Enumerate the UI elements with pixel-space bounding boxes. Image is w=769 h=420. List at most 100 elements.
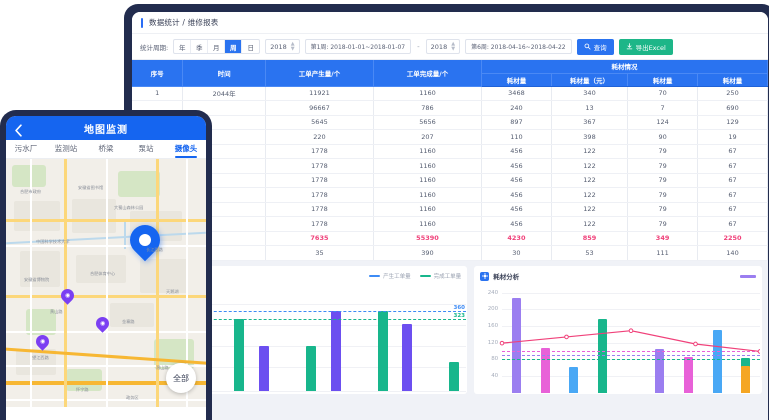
col-consumable-2[interactable]: 耗材量（元）	[551, 73, 629, 87]
end-week-range[interactable]: 第6周: 2018-04-16~2018-04-22	[465, 39, 572, 54]
table-cell-c2: 5645	[265, 115, 374, 130]
search-button[interactable]: 查询	[576, 38, 614, 55]
table-cell-c2: 1778	[265, 144, 374, 159]
tab-monitor-station[interactable]: 监测站	[54, 144, 78, 153]
map-canvas[interactable]: ◉ ◉ ◉ 全部 合肥市政府 安徽省图书馆 中国科学技术大学 大蜀山森林公园 安徽省博物…	[6, 159, 206, 407]
bar-consumable[interactable]	[569, 366, 579, 393]
period-label: 统计周期:	[140, 43, 169, 52]
table-cell-c7: 67	[697, 158, 768, 174]
gridline	[144, 324, 466, 326]
bar-consumable[interactable]	[684, 357, 694, 393]
period-option-day[interactable]: 日	[247, 43, 254, 52]
bar-consumable[interactable]	[512, 297, 522, 393]
search-button-label: 查询	[593, 43, 607, 52]
show-all-button[interactable]: 全部	[166, 363, 196, 393]
consumable-chart-title: 耗材分析	[493, 273, 520, 281]
stepper-arrows-icon-end[interactable]: ▲ ▼	[451, 40, 456, 52]
table-row[interactable]: 1778 1160 456 122 79 67	[132, 173, 768, 188]
bar-完成工单量[interactable]	[234, 319, 245, 391]
breadcrumb-accent-bar	[141, 17, 143, 28]
period-segmented-control[interactable]: 年 季 月 周 日	[173, 39, 261, 54]
start-year-stepper[interactable]: 2018 ▲ ▼	[265, 39, 300, 54]
stepper-arrows-icon[interactable]: ▲ ▼	[290, 40, 295, 52]
chart-tile-icon	[480, 271, 490, 281]
period-option-year[interactable]: 年	[174, 40, 192, 53]
col-created[interactable]: 工单产生量/个	[265, 60, 374, 87]
start-week-value: 第1周: 2018-01-01~2018-01-07	[310, 44, 406, 51]
map-marker-camera[interactable]: ◉	[93, 314, 112, 333]
bar-产生工单量[interactable]	[259, 346, 270, 391]
work-order-chart-legend: 产生工单量 完成工单量	[369, 272, 461, 280]
map-label: 政务区	[126, 395, 139, 400]
map-road	[30, 159, 32, 407]
legend-consumable[interactable]	[740, 274, 756, 278]
table-row[interactable]: 1778 1160 456 122 79 67	[132, 216, 768, 232]
table-cell-c7: 250	[697, 86, 768, 101]
col-completed[interactable]: 工单完成量/个	[373, 60, 483, 87]
map-river	[124, 219, 126, 249]
table-row[interactable]: 1778 1160 456 122 79 67	[132, 187, 768, 203]
export-excel-button[interactable]: 导出Excel	[618, 38, 673, 55]
map-park	[118, 171, 160, 197]
table-row[interactable]: 1778 1160 456 122 79 67	[132, 144, 768, 159]
mobile-header: 地图监测	[6, 116, 206, 140]
tab-bridge[interactable]: 桥梁	[98, 144, 114, 153]
map-park	[66, 369, 102, 391]
back-chevron-icon[interactable]	[14, 122, 23, 141]
bar-完成工单量[interactable]	[306, 346, 316, 391]
tab-sewage-plant[interactable]: 污水厂	[14, 144, 38, 153]
y-axis-tick: 160	[487, 323, 499, 330]
table-cell-c5: 122	[551, 187, 629, 203]
col-consumable-4[interactable]: 耗材量	[697, 73, 768, 87]
table-body: 1 2044年 11921 1160 3468 340 70 250 96667 786 240 13…	[132, 86, 768, 261]
tab-camera[interactable]: 摄像头	[166, 140, 206, 158]
legend-created-swatch	[369, 274, 381, 278]
table-average-row-value-3: 53	[551, 245, 629, 261]
bar-完成工单量[interactable]	[449, 361, 460, 391]
start-week-range[interactable]: 第1周: 2018-01-01~2018-01-07	[304, 39, 412, 54]
table-row[interactable]: 1778 1160 456 122 79 67	[132, 158, 768, 174]
table-cell-c6: 79	[627, 144, 699, 159]
bar-consumable[interactable]	[655, 348, 665, 393]
table-cell-c5: 340	[551, 86, 629, 101]
gridline	[502, 342, 761, 344]
bar-consumable[interactable]	[540, 347, 550, 393]
table-cell-c5: 122	[551, 158, 629, 174]
map-block	[14, 201, 60, 231]
map-marker-camera[interactable]: ◉	[33, 332, 52, 351]
table-row[interactable]: 96667 786 240 13 7 690	[132, 100, 768, 116]
bar-完成工单量[interactable]	[377, 311, 388, 391]
bar-consumable[interactable]	[712, 330, 722, 393]
end-year-stepper[interactable]: 2018 ▲ ▼	[425, 39, 461, 54]
bar-产生工单量[interactable]	[402, 324, 413, 391]
col-index[interactable]: 序号	[132, 60, 184, 87]
period-option-quarter[interactable]: 季	[191, 40, 209, 53]
table-cell-c7: 67	[697, 187, 768, 203]
y-axis-tick: 240	[487, 289, 499, 296]
table-cell-c4: 456	[481, 158, 552, 174]
table-summary-row-value-2: 4230	[481, 231, 552, 246]
table-head: 序号 时间 工单产生量/个 工单完成量/个 耗材情况 耗材量 耗材量（元） 耗材…	[132, 60, 768, 87]
legend-completed[interactable]: 完成工单量	[419, 272, 461, 280]
y-axis-tick: 200	[487, 306, 499, 313]
col-consumable-1[interactable]: 耗材量	[481, 73, 552, 87]
bar-产生工单量[interactable]	[330, 311, 341, 391]
period-option-week[interactable]: 周	[225, 40, 243, 53]
tab-pump-station[interactable]: 泵站	[138, 144, 154, 153]
show-all-label: 全部	[173, 373, 189, 383]
bar-consumable[interactable]	[741, 366, 751, 393]
table-cell-c6: 70	[627, 86, 699, 101]
col-consumable-3[interactable]: 耗材量	[627, 73, 699, 87]
table-row[interactable]: 1778 1160 456 122 79 67	[132, 202, 768, 217]
table-summary-row-value-4: 349	[627, 231, 699, 246]
legend-created[interactable]: 产生工单量	[369, 272, 411, 280]
table-cell-c3: 1160	[373, 158, 483, 174]
table-row[interactable]: 220 207 110 398 90 19	[132, 129, 768, 145]
period-option-month[interactable]: 月	[208, 40, 226, 53]
table-average-row-value-0: 35	[265, 245, 374, 261]
col-time[interactable]: 时间	[182, 60, 266, 87]
end-year-value: 2018	[430, 42, 448, 51]
table-row[interactable]: 5645 5656 897 367 124 129	[132, 115, 768, 130]
table-row[interactable]: 1 2044年 11921 1160 3468 340 70 250	[132, 86, 768, 101]
map-marker-camera[interactable]: ◉	[58, 286, 77, 305]
